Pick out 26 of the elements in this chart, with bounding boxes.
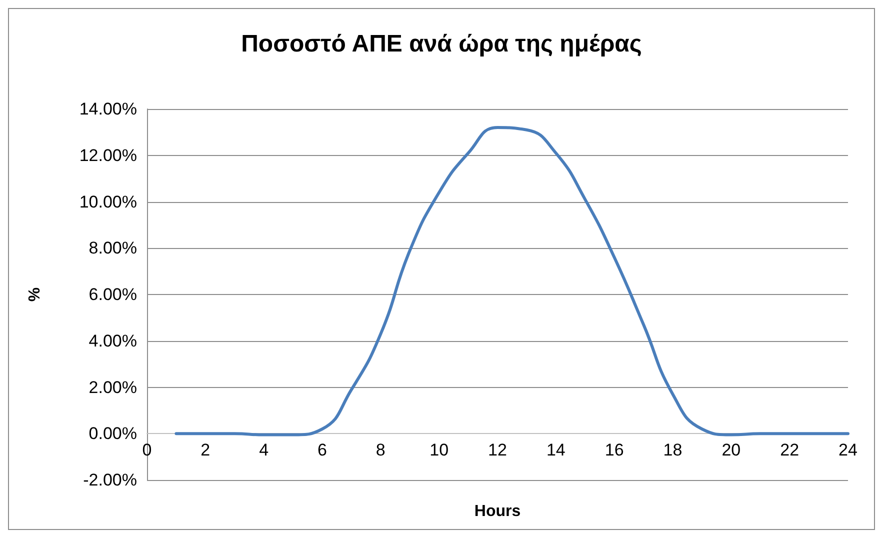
- x-axis-title: Hours: [474, 503, 521, 520]
- x-tick-label: 12: [488, 440, 507, 460]
- y-tick-label: 2.00%: [88, 378, 137, 397]
- y-tick-label: 8.00%: [88, 238, 137, 258]
- x-tick-label: 18: [663, 440, 682, 460]
- x-tick-label: 24: [838, 440, 858, 460]
- x-tick-label: 16: [604, 440, 624, 460]
- y-axis-title: %: [26, 287, 44, 302]
- x-tick-label: 2: [200, 440, 210, 460]
- x-tick-label: 22: [780, 440, 800, 460]
- x-tick-label: 10: [430, 440, 449, 460]
- x-tick-label: 20: [722, 440, 741, 460]
- y-tick-label: 6.00%: [88, 285, 137, 304]
- y-tick-label: 14.00%: [79, 100, 137, 118]
- x-tick-label: 14: [546, 440, 566, 460]
- y-tick-label: 0.00%: [88, 424, 137, 444]
- line-series: [174, 126, 850, 436]
- x-tick-label: 4: [259, 440, 269, 460]
- x-tick-label: 0: [142, 440, 152, 460]
- y-tick-label: 10.00%: [79, 192, 137, 212]
- y-tick-label: -2.00%: [83, 470, 137, 490]
- x-tick-label: 8: [376, 440, 386, 460]
- x-tick-label: 6: [318, 440, 327, 460]
- chart-title: Ποσοστό ΑΠΕ ανά ώρα της ημέρας: [241, 30, 642, 58]
- y-tick-label: 4.00%: [88, 331, 137, 350]
- y-tick-label: 12.00%: [79, 146, 137, 165]
